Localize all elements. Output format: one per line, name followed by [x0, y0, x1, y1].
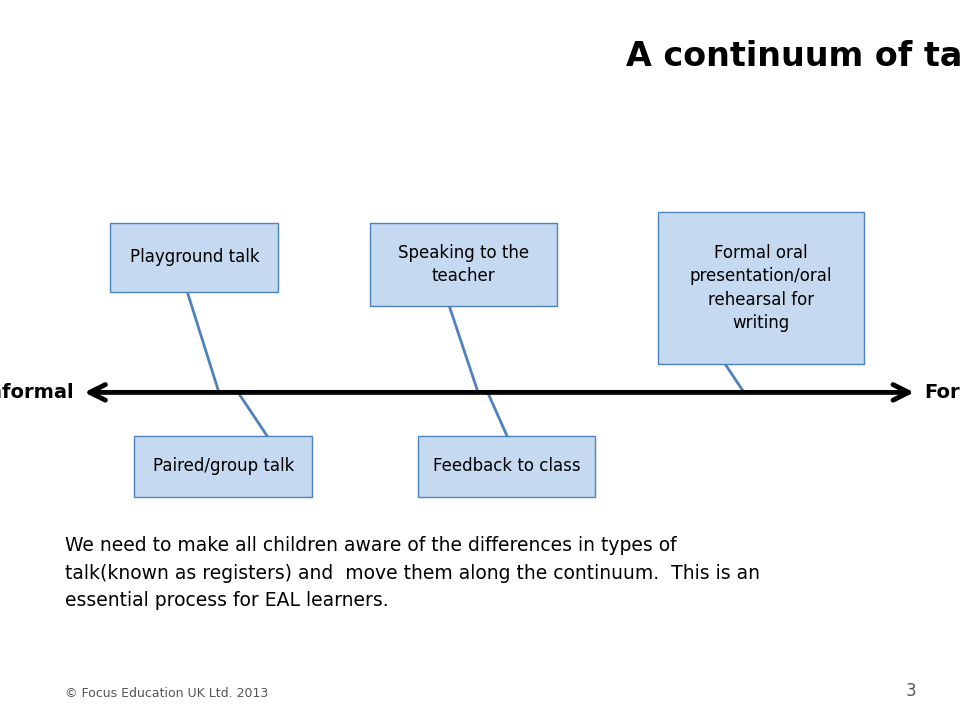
- Text: Informal: Informal: [0, 383, 74, 402]
- Text: Feedback to class: Feedback to class: [433, 457, 580, 475]
- FancyBboxPatch shape: [110, 223, 278, 292]
- Text: A continuum of talk: A continuum of talk: [626, 40, 960, 73]
- Text: © Focus Education UK Ltd. 2013: © Focus Education UK Ltd. 2013: [65, 687, 269, 700]
- FancyBboxPatch shape: [418, 436, 595, 497]
- Text: Speaking to the
teacher: Speaking to the teacher: [397, 244, 529, 285]
- FancyBboxPatch shape: [370, 223, 557, 306]
- Text: Playground talk: Playground talk: [130, 248, 259, 266]
- FancyBboxPatch shape: [134, 436, 312, 497]
- Text: Formal oral
presentation/oral
rehearsal for
writing: Formal oral presentation/oral rehearsal …: [689, 243, 832, 333]
- FancyBboxPatch shape: [658, 212, 864, 364]
- Text: 3: 3: [906, 682, 917, 700]
- Text: We need to make all children aware of the differences in types of
talk(known as : We need to make all children aware of th…: [65, 536, 760, 610]
- Text: Paired/group talk: Paired/group talk: [153, 457, 294, 475]
- Text: Formal: Formal: [924, 383, 960, 402]
